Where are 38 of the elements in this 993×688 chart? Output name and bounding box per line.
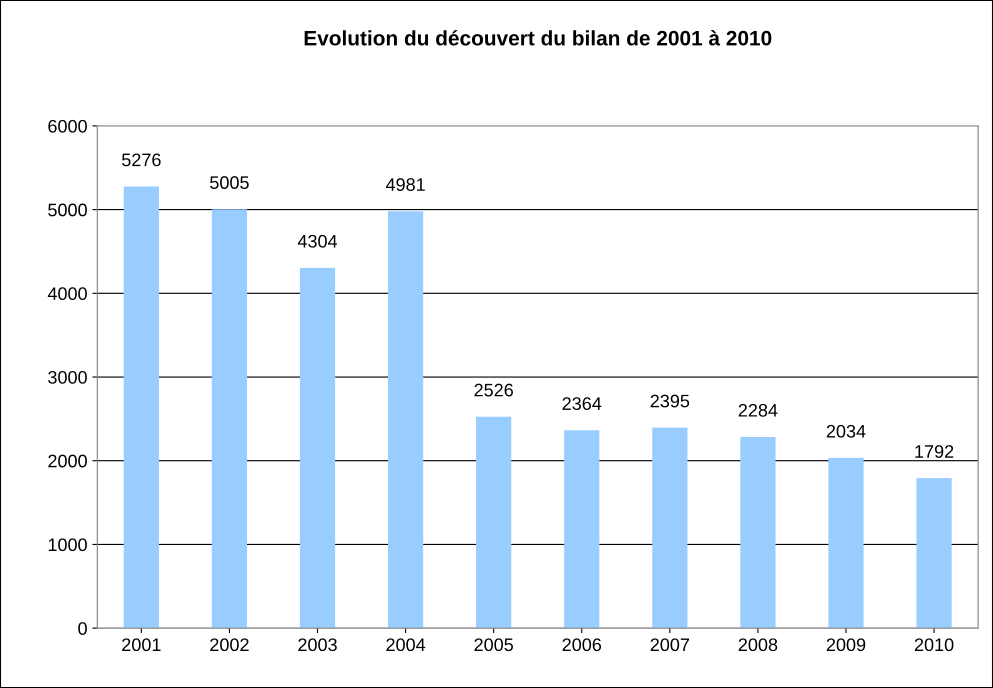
bar — [564, 430, 600, 628]
x-tick-label: 2007 — [650, 638, 690, 652]
x-tick-label: 2001 — [122, 638, 161, 652]
y-tick-label: 4000 — [48, 287, 87, 300]
y-tick-label: 2000 — [48, 454, 87, 468]
y-tick-label: 0 — [78, 622, 87, 635]
data-label: 2526 — [474, 384, 513, 396]
data-label: 4304 — [298, 234, 338, 248]
x-tick-label: 2002 — [210, 638, 249, 652]
bar — [388, 211, 424, 628]
bar — [652, 428, 688, 628]
y-tick-label: 1000 — [48, 538, 87, 552]
x-tick-label: 2010 — [914, 638, 954, 652]
y-tick-label: 6000 — [48, 120, 87, 133]
x-tick-label: 2003 — [298, 638, 337, 652]
bar — [916, 478, 952, 628]
data-label: 4981 — [386, 178, 425, 191]
x-tick-label: 2005 — [474, 638, 513, 652]
bar — [124, 186, 159, 628]
x-tick-label: 2006 — [562, 638, 602, 652]
data-label: 2364 — [562, 397, 602, 410]
x-tick-label: 2009 — [826, 638, 866, 652]
y-tick-label: 5000 — [48, 204, 87, 216]
data-label: 1792 — [915, 445, 954, 458]
data-label: 5276 — [122, 153, 161, 166]
data-label: 2034 — [826, 424, 866, 438]
x-tick-label: 2004 — [386, 638, 426, 652]
x-tick-label: 2008 — [738, 638, 778, 652]
data-label: 2395 — [650, 394, 690, 408]
y-tick-label: 3000 — [48, 370, 87, 384]
chart-title: Evolution du découvert du bilan de 2001 à 2010 — [304, 30, 772, 46]
data-label: 5005 — [210, 176, 249, 189]
bar — [212, 209, 248, 628]
bar — [300, 268, 336, 628]
bar — [828, 458, 864, 628]
bar — [476, 416, 512, 628]
bar — [740, 436, 776, 628]
data-label: 2284 — [738, 404, 778, 417]
